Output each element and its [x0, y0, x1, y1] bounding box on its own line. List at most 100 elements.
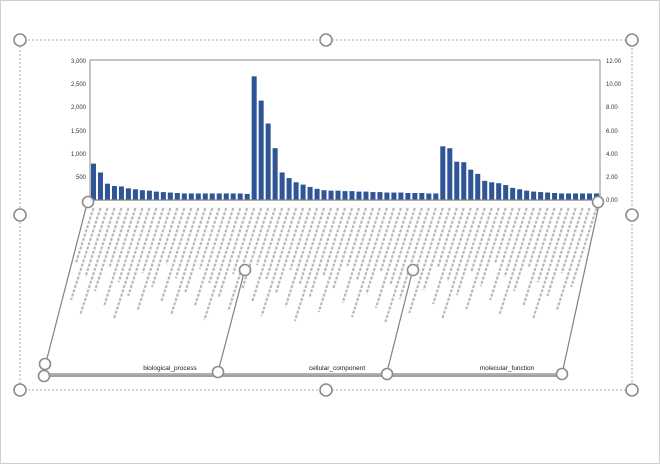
bar [335, 190, 341, 200]
bar [279, 172, 285, 200]
category-label-stroke [374, 207, 409, 309]
right-tick-labels: 12.00 10.00 8.00 6.00 4.00 2.00 0.00 [606, 59, 622, 204]
bar [433, 193, 439, 200]
bar [370, 192, 376, 200]
label-handle[interactable] [37, 369, 51, 383]
category-label-stroke [217, 207, 249, 298]
category-label-stroke [274, 207, 305, 294]
category-label-stroke [227, 207, 263, 312]
label-handle[interactable] [380, 367, 394, 381]
bar [188, 193, 194, 200]
bar [552, 193, 558, 200]
category-label-stroke [536, 207, 563, 283]
category-label-stroke [531, 207, 570, 320]
label-handle[interactable] [238, 263, 252, 277]
bar [538, 192, 544, 200]
label-handle[interactable] [81, 195, 95, 209]
left-tick-label: 500 [76, 175, 87, 181]
label-handle[interactable] [591, 195, 605, 209]
bar [580, 193, 586, 200]
bar [118, 186, 124, 200]
resize-handle-top-right[interactable] [625, 33, 639, 47]
right-tick-label: 6.00 [606, 129, 618, 135]
category-label-stroke [293, 207, 333, 322]
bar [405, 193, 411, 200]
bar [426, 193, 432, 200]
category-label-stroke [384, 207, 423, 323]
resize-handle-bottom-center[interactable] [319, 383, 333, 397]
left-tick-label: 2,500 [71, 82, 87, 88]
bar [587, 193, 593, 200]
left-tick-labels: 3,000 2,500 2,000 1,500 1,000 500 [71, 59, 87, 181]
bar [132, 189, 138, 200]
resize-handle-top-center[interactable] [319, 33, 333, 47]
category-label-stroke [127, 207, 158, 297]
category-label-stroke [208, 207, 235, 284]
label-handle[interactable] [211, 365, 225, 379]
bar [321, 190, 327, 200]
bar [202, 193, 208, 200]
category-label-stroke [494, 207, 514, 264]
category-label-stroke [198, 207, 221, 270]
category-label-stroke [160, 207, 193, 302]
category-label-stroke [255, 207, 277, 266]
category-label-strokes [69, 207, 598, 323]
category-label-stroke [284, 207, 319, 308]
axis-label-divider [386, 268, 414, 373]
resize-handle-bottom-right[interactable] [625, 383, 639, 397]
bar [209, 193, 215, 200]
bar [216, 193, 222, 200]
left-tick-label: 2,000 [71, 105, 87, 111]
left-tick-label: 1,000 [71, 152, 87, 158]
bar [244, 193, 250, 200]
right-tick-label: 8.00 [606, 105, 618, 111]
category-label-stroke [265, 207, 291, 280]
category-label-stroke [489, 207, 521, 301]
category-label-stroke [441, 207, 479, 319]
category-label-stroke [93, 207, 123, 292]
category-label-stroke [346, 207, 368, 267]
bar [454, 161, 460, 200]
bar [97, 172, 103, 200]
category-label-stroke [232, 207, 256, 275]
group-label-cellular-component: cellular_component [309, 365, 366, 372]
bar [307, 186, 313, 200]
bar [503, 185, 509, 200]
bar [398, 192, 404, 200]
bar [328, 190, 334, 200]
resize-handle-middle-left[interactable] [13, 208, 27, 222]
bar [517, 189, 523, 200]
bar [559, 193, 565, 200]
bar [230, 193, 236, 200]
bar [510, 187, 516, 200]
group-label-molecular-function: molecular_function [480, 365, 535, 372]
category-label-stroke [151, 207, 179, 288]
bar [195, 193, 201, 200]
label-handle[interactable] [38, 357, 52, 371]
category-label-stroke [513, 207, 542, 292]
resize-handle-top-left[interactable] [13, 33, 27, 47]
category-label-stroke [79, 207, 116, 315]
label-box-handles[interactable] [37, 195, 605, 383]
resize-handle-middle-right[interactable] [625, 208, 639, 222]
bar [566, 193, 572, 200]
axis-label-divider [217, 268, 246, 373]
plot-area [90, 76, 600, 200]
bar [531, 191, 537, 200]
object-resize-handles[interactable] [13, 33, 639, 397]
bar [258, 100, 264, 200]
category-label-stroke [317, 207, 354, 313]
bar [181, 193, 187, 200]
category-label-stroke [379, 207, 402, 272]
bar [237, 193, 243, 200]
label-handle[interactable] [406, 263, 420, 277]
right-tick-label: 2.00 [606, 175, 618, 181]
bar [293, 182, 299, 200]
label-handle[interactable] [555, 367, 569, 381]
bar [286, 178, 292, 200]
category-label-stroke [446, 207, 472, 282]
bar [342, 191, 348, 200]
bar [314, 188, 320, 200]
resize-handle-bottom-left[interactable] [13, 383, 27, 397]
